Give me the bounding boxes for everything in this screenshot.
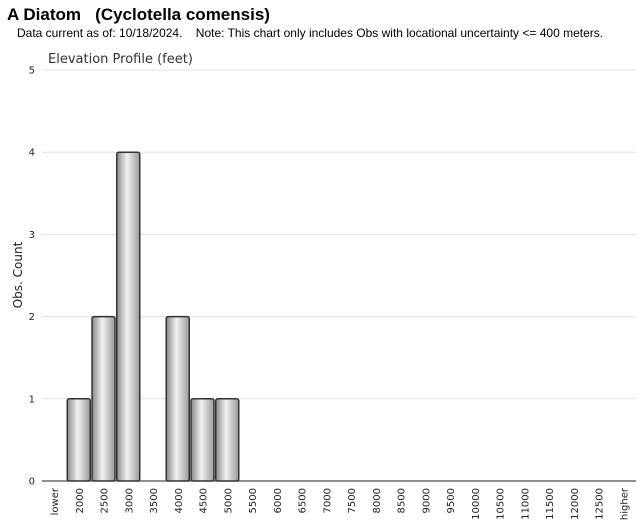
x-tick-label: higher: [619, 487, 630, 520]
x-tick-label: 7500: [347, 488, 358, 513]
y-tick-label: 3: [29, 230, 35, 241]
bar-4000: [165, 315, 190, 482]
x-tick-label: 11000: [520, 488, 531, 520]
x-tick-label: 5000: [223, 488, 234, 513]
x-tick-label: 6000: [273, 488, 284, 513]
x-tick-label: 2000: [75, 488, 86, 513]
x-tick-label: lower: [50, 487, 61, 515]
x-tick-label: 5500: [248, 488, 259, 513]
x-tick-label: 9000: [421, 488, 432, 513]
bar-3000: [116, 151, 141, 482]
x-tick-label: 4000: [174, 488, 185, 513]
x-tick-label: 7000: [322, 488, 333, 513]
x-tick-label: 6500: [298, 488, 309, 513]
y-axis-label: Obs. Count: [11, 241, 25, 308]
x-tick-label: 11500: [545, 488, 556, 520]
x-tick-label: 12000: [570, 488, 581, 520]
y-tick-label: 4: [29, 148, 35, 159]
x-tick-label: 8000: [372, 488, 383, 513]
bar-5000: [215, 398, 240, 482]
x-tick-label: 4500: [199, 488, 210, 513]
bar-4500: [190, 398, 215, 482]
chart-title: Elevation Profile (feet): [48, 52, 193, 67]
x-tick-label: 12500: [595, 488, 606, 520]
y-tick-label: 5: [29, 66, 35, 77]
x-tick-label: 9500: [446, 488, 457, 513]
x-tick-label: 2500: [100, 488, 111, 513]
page-title: A Diatom (Cyclotella comensis): [7, 5, 270, 24]
x-tick-label: 10500: [496, 488, 507, 520]
x-tick-label: 3500: [149, 488, 160, 513]
bar-2000: [66, 398, 91, 482]
bar-2500: [91, 315, 116, 482]
data-note: Data current as of: 10/18/2024. Note: Th…: [17, 26, 604, 40]
y-tick-label: 2: [29, 312, 35, 323]
x-tick-label: 8500: [397, 488, 408, 513]
y-tick-label: 1: [29, 394, 35, 405]
y-tick-label: 0: [29, 477, 35, 488]
x-tick-label: 3000: [124, 488, 135, 513]
x-tick-label: 10000: [471, 488, 482, 520]
